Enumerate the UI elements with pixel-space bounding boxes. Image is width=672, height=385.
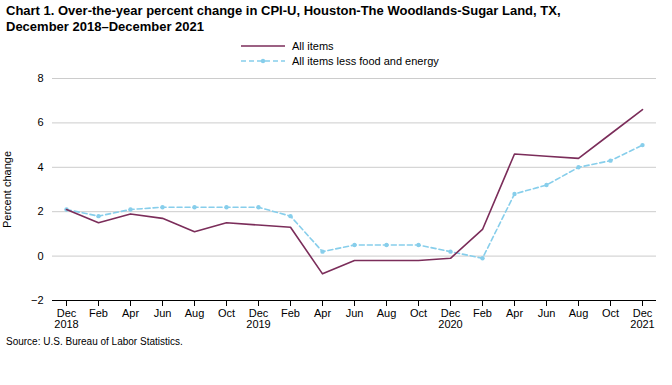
svg-text:Aug: Aug bbox=[569, 307, 589, 319]
svg-text:Apr: Apr bbox=[506, 307, 523, 319]
svg-text:2: 2 bbox=[37, 205, 43, 217]
svg-text:8: 8 bbox=[37, 72, 43, 84]
svg-text:Dec2018: Dec2018 bbox=[54, 307, 78, 330]
html-text:All items less food and energy: All items less food and energy bbox=[292, 54, 439, 67]
svg-text:Dec2019: Dec2019 bbox=[246, 307, 270, 330]
svg-text:Apr: Apr bbox=[122, 307, 139, 319]
html-text:All items: All items bbox=[292, 39, 334, 52]
svg-text:Aug: Aug bbox=[185, 307, 205, 319]
svg-text:Oct: Oct bbox=[218, 307, 235, 319]
svg-text:Feb: Feb bbox=[473, 307, 492, 319]
svg-text:Dec2020: Dec2020 bbox=[438, 307, 462, 330]
svg-text:Percent change: Percent change bbox=[1, 151, 13, 228]
svg-text:Oct: Oct bbox=[410, 307, 427, 319]
html-text:Source: U.S. Bureau of Labor S: Source: U.S. Bureau of Labor Statistics. bbox=[6, 336, 183, 348]
svg-text:Jun: Jun bbox=[538, 307, 556, 319]
svg-text:6: 6 bbox=[37, 117, 43, 129]
svg-text:−2: −2 bbox=[31, 294, 44, 306]
svg-text:Jun: Jun bbox=[154, 307, 172, 319]
svg-text:Aug: Aug bbox=[377, 307, 397, 319]
svg-text:Feb: Feb bbox=[89, 307, 108, 319]
svg-text:0: 0 bbox=[37, 250, 43, 262]
svg-text:Feb: Feb bbox=[281, 307, 300, 319]
svg-text:Jun: Jun bbox=[346, 307, 364, 319]
svg-text:Dec2021: Dec2021 bbox=[630, 307, 654, 330]
svg-text:Oct: Oct bbox=[602, 307, 619, 319]
svg-text:Apr: Apr bbox=[314, 307, 331, 319]
svg-text:4: 4 bbox=[37, 161, 43, 173]
html-text:Chart 1. Over-the-year percent: Chart 1. Over-the-year percent change in… bbox=[6, 3, 561, 34]
